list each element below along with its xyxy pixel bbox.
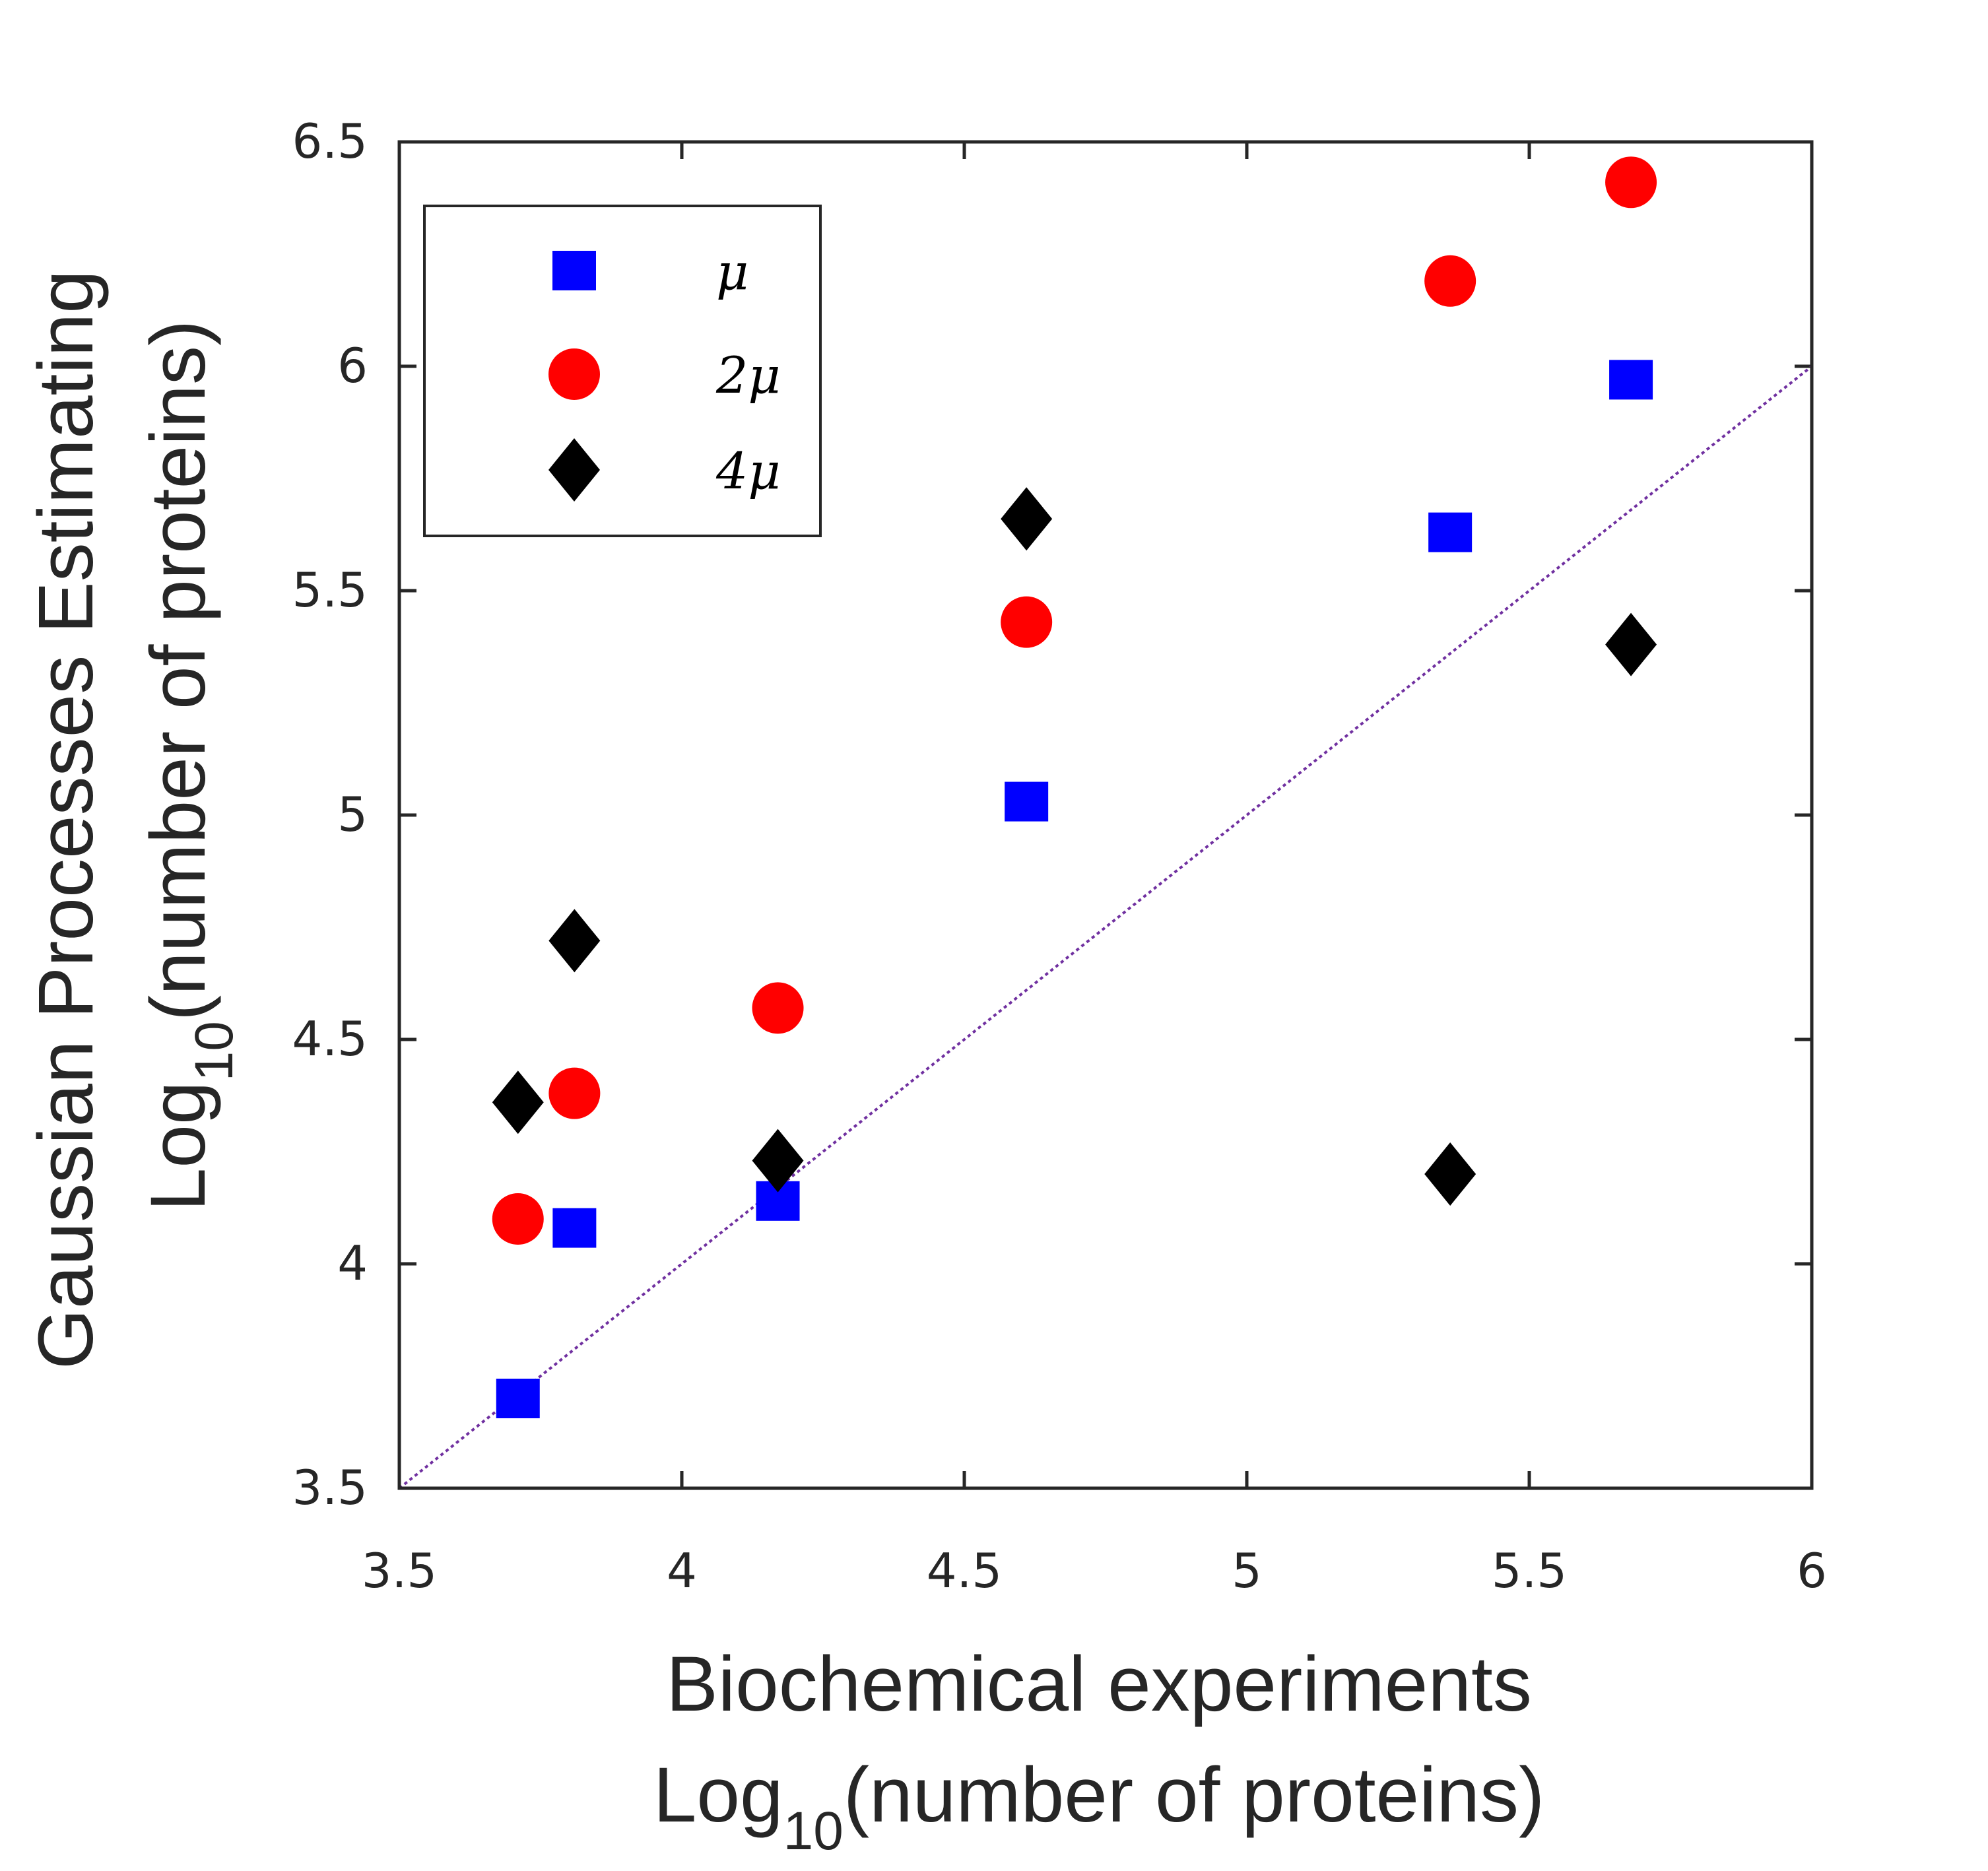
y-tick-label: 4.5 — [292, 1011, 368, 1067]
y-axis-title-line2: Log10(number of proteins) — [135, 320, 244, 1212]
data-point-square — [1428, 512, 1473, 552]
legend-label: μ — [716, 242, 748, 301]
y-axis-title-line1: Gaussian Processes Estimating — [22, 270, 110, 1369]
x-tick-label: 3.5 — [362, 1543, 438, 1598]
legend-label: 4μ — [715, 442, 781, 500]
data-point-square — [496, 1379, 540, 1418]
y-tick-label: 5.5 — [292, 562, 368, 618]
data-point-circle — [1001, 596, 1053, 648]
legend: μ 2μ 4μ — [423, 205, 822, 537]
legend-label: 2μ — [715, 346, 781, 405]
data-markers — [492, 156, 1657, 1418]
data-point-diamond — [1424, 1142, 1476, 1206]
y-tick-label: 6 — [337, 338, 368, 393]
x-tick-label: 5.5 — [1492, 1543, 1568, 1598]
y-tick-label: 4 — [337, 1235, 368, 1291]
data-point-circle — [1424, 255, 1476, 307]
legend-marker-square — [552, 251, 596, 290]
x-axis-title-line1: Biochemical experiments — [666, 1641, 1532, 1728]
legend-marker-circle — [548, 348, 600, 400]
data-point-circle — [752, 982, 804, 1034]
x-tick-label: 4 — [667, 1543, 697, 1598]
data-point-square — [1609, 360, 1653, 400]
legend-marker-diamond — [548, 438, 600, 502]
y-tick-label: 3.5 — [292, 1460, 368, 1515]
data-point-square — [552, 1208, 597, 1248]
x-tick-labels: 3.5 4 4.5 5 5.5 6 — [362, 1543, 1827, 1598]
data-point-diamond — [492, 1070, 544, 1134]
data-point-circle — [1605, 156, 1657, 209]
y-tick-label: 5 — [337, 787, 368, 842]
x-tick-label: 5 — [1232, 1543, 1262, 1598]
data-point-diamond — [548, 909, 601, 973]
x-tick-label: 4.5 — [927, 1543, 1003, 1598]
legend-box — [423, 205, 822, 537]
data-point-circle — [492, 1193, 544, 1245]
data-point-square — [1005, 781, 1049, 822]
data-point-circle — [548, 1067, 601, 1119]
data-point-diamond — [1001, 487, 1053, 551]
x-axis-title-line2: Log10(number of proteins) — [653, 1752, 1545, 1861]
data-point-diamond — [752, 1129, 804, 1193]
y-tick-labels: 3.5 4 4.5 5 5.5 6 6.5 — [292, 114, 368, 1515]
data-point-diamond — [1605, 612, 1657, 676]
plot-frame — [397, 140, 1814, 1490]
y-tick-label: 6.5 — [292, 114, 368, 169]
x-tick-label: 6 — [1797, 1543, 1827, 1598]
